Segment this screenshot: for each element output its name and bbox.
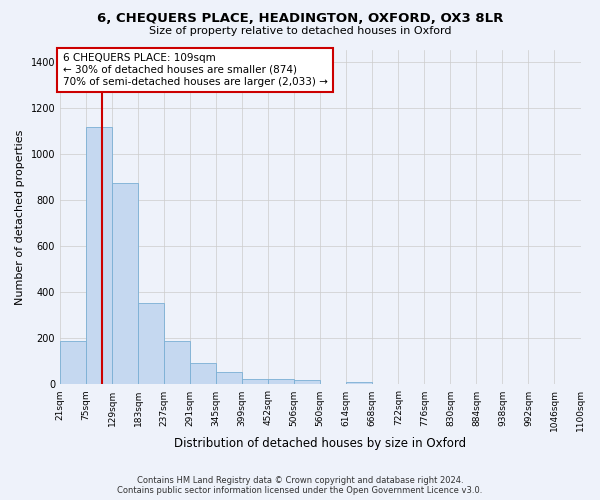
Bar xyxy=(268,378,294,384)
Y-axis label: Number of detached properties: Number of detached properties xyxy=(15,130,25,305)
Bar xyxy=(138,302,164,384)
Bar xyxy=(60,340,86,384)
Bar xyxy=(294,380,320,384)
Bar xyxy=(190,362,216,384)
Bar xyxy=(112,182,138,384)
Bar xyxy=(164,340,190,384)
Text: 6 CHEQUERS PLACE: 109sqm
← 30% of detached houses are smaller (874)
70% of semi-: 6 CHEQUERS PLACE: 109sqm ← 30% of detach… xyxy=(62,54,328,86)
Bar xyxy=(216,372,242,384)
Text: 6, CHEQUERS PLACE, HEADINGTON, OXFORD, OX3 8LR: 6, CHEQUERS PLACE, HEADINGTON, OXFORD, O… xyxy=(97,12,503,26)
Text: Size of property relative to detached houses in Oxford: Size of property relative to detached ho… xyxy=(149,26,451,36)
Bar xyxy=(346,382,373,384)
Bar xyxy=(242,378,268,384)
Bar xyxy=(86,128,112,384)
X-axis label: Distribution of detached houses by size in Oxford: Distribution of detached houses by size … xyxy=(174,437,466,450)
Text: Contains HM Land Registry data © Crown copyright and database right 2024.
Contai: Contains HM Land Registry data © Crown c… xyxy=(118,476,482,495)
